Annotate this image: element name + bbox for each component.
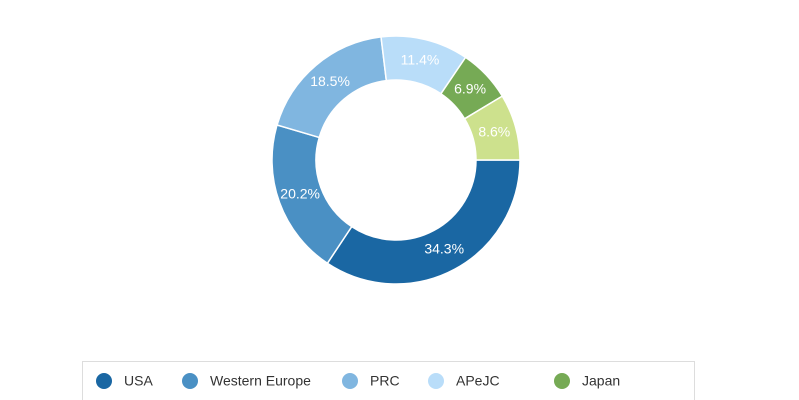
legend-marker: [342, 373, 358, 389]
legend-label: Western Europe: [210, 373, 311, 389]
legend-label: PRC: [370, 373, 400, 389]
legend-label: USA: [124, 373, 153, 389]
legend-label: APeJC: [456, 373, 500, 389]
legend-marker: [182, 373, 198, 389]
donut-segment: [326, 159, 521, 285]
donut-segment: [463, 95, 521, 161]
data-label: 34.3%: [424, 241, 464, 257]
data-label: 11.4%: [401, 52, 440, 68]
data-label: 8.6%: [478, 123, 510, 139]
legend-marker: [554, 373, 570, 389]
data-label: 6.9%: [454, 81, 486, 97]
data-label: 18.5%: [310, 73, 350, 89]
legend-marker: [96, 373, 112, 389]
legend-label: Japan: [582, 373, 620, 389]
legend-marker: [428, 373, 444, 389]
data-label: 20.2%: [280, 186, 320, 202]
